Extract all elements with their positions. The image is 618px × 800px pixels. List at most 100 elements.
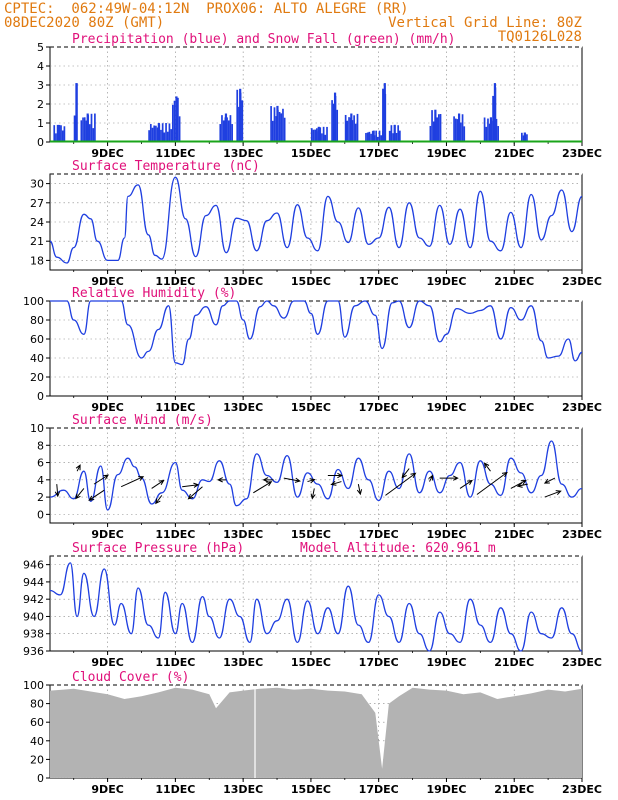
- precip-bar: [365, 132, 367, 142]
- precip-peak-bar: [86, 113, 89, 142]
- precip-bar: [88, 124, 91, 142]
- series-line: [49, 300, 583, 366]
- precip-bar: [460, 122, 462, 142]
- precip-bar: [370, 133, 372, 142]
- precip-peak-bar: [489, 117, 493, 142]
- precip-bar: [94, 113, 96, 142]
- y-tick-label: 2: [37, 98, 44, 111]
- x-date-label: 11DEC: [155, 528, 195, 541]
- y-tick-label: 20: [30, 753, 44, 766]
- y-tick-label: 0: [37, 508, 44, 521]
- x-date-label: 15DEC: [291, 401, 331, 414]
- x-date-label: 11DEC: [155, 656, 195, 669]
- precip-peak-bar: [175, 96, 178, 142]
- precip-bar: [356, 113, 359, 142]
- precip-bar: [282, 108, 284, 142]
- precip-bar: [275, 116, 278, 142]
- precip-bar: [390, 125, 393, 142]
- precip-peak-bar: [493, 83, 497, 142]
- precip-bar: [231, 124, 233, 142]
- precip-bar: [178, 116, 181, 142]
- precip-peak-bar: [276, 105, 279, 142]
- precip-bar: [522, 135, 525, 142]
- precip-bar: [148, 130, 150, 142]
- precip-bar: [173, 100, 176, 142]
- precip-bar: [436, 117, 438, 142]
- x-date-label: 19DEC: [426, 528, 466, 541]
- y-tick-label: 944: [23, 576, 44, 589]
- wind-arrow: [75, 464, 81, 472]
- precip-bar: [439, 114, 442, 142]
- precip-peak-bar: [239, 88, 242, 142]
- wind-arrow: [120, 476, 145, 488]
- precip-bar: [92, 128, 95, 142]
- panel-title: Relative Humidity (%): [72, 286, 236, 301]
- y-tick-label: 0: [37, 390, 44, 403]
- precip-bar: [463, 126, 466, 142]
- precip-bar: [336, 109, 339, 142]
- precip-peak-bar: [457, 113, 461, 142]
- precip-bar: [278, 111, 281, 142]
- x-date-label: 19DEC: [426, 656, 466, 669]
- precip-bar: [82, 117, 84, 142]
- x-date-label: 21DEC: [494, 401, 534, 414]
- precip-bar: [55, 133, 57, 142]
- precip-bar: [163, 132, 166, 142]
- y-tick-label: 60: [30, 716, 44, 729]
- precip-bar: [321, 133, 323, 142]
- precip-peak-bar: [157, 123, 160, 142]
- y-tick-label: 940: [23, 610, 44, 623]
- y-tick-label: 3: [37, 79, 44, 92]
- precip-bar: [368, 131, 371, 142]
- wind-arrow: [356, 484, 363, 496]
- precip-bar: [495, 118, 498, 142]
- x-date-label: 23DEC: [562, 783, 602, 796]
- wind-arrow: [217, 477, 227, 483]
- wind-arrow: [483, 462, 491, 472]
- precip-bar: [241, 100, 244, 142]
- wind-arrow: [385, 472, 417, 496]
- precip-bar: [351, 120, 354, 142]
- y-tick-label: 6: [37, 457, 44, 470]
- precip-bar: [485, 126, 488, 142]
- y-tick-label: 936: [23, 645, 44, 658]
- precip-peak-bar: [523, 132, 526, 142]
- precip-bar: [322, 126, 325, 142]
- precip-bar: [488, 123, 491, 142]
- precip-bar: [382, 88, 385, 142]
- precip-bar: [331, 100, 333, 142]
- panel-title: Precipitation (blue) and Snow Fall (gree…: [72, 32, 456, 47]
- x-date-label: 19DEC: [426, 783, 466, 796]
- precip-bar: [283, 117, 286, 142]
- precip-bar: [312, 129, 315, 142]
- x-date-label: 23DEC: [562, 275, 602, 288]
- x-date-label: 17DEC: [359, 147, 399, 160]
- panel-title: Surface Pressure (hPa): [72, 541, 244, 556]
- precip-bar: [429, 125, 432, 142]
- precip-bar: [483, 117, 486, 142]
- precip-bar: [453, 116, 455, 142]
- series-line: [49, 176, 583, 264]
- plot-frame: [49, 46, 583, 143]
- y-tick-label: 100: [23, 295, 44, 308]
- precip-peak-bar: [393, 124, 396, 142]
- y-tick-label: 0: [37, 136, 44, 149]
- x-date-label: 15DEC: [291, 147, 331, 160]
- x-date-label: 17DEC: [359, 656, 399, 669]
- precip-bar: [526, 134, 528, 142]
- x-date-label: 11DEC: [155, 147, 195, 160]
- precip-bar: [80, 120, 83, 142]
- precip-bar: [380, 135, 383, 142]
- x-date-label: 17DEC: [359, 401, 399, 414]
- series-line: [49, 562, 583, 652]
- x-date-label: 13DEC: [223, 528, 263, 541]
- wind-arrow: [182, 482, 200, 488]
- x-date-label: 13DEC: [223, 401, 263, 414]
- precip-bar: [90, 113, 93, 142]
- precip-bar: [73, 115, 76, 142]
- header-right-line2: TQ0126L028: [497, 29, 582, 45]
- precip-bar: [166, 131, 169, 142]
- precip-bar: [222, 120, 225, 142]
- x-date-label: 13DEC: [223, 656, 263, 669]
- x-date-label: 9DEC: [91, 528, 123, 541]
